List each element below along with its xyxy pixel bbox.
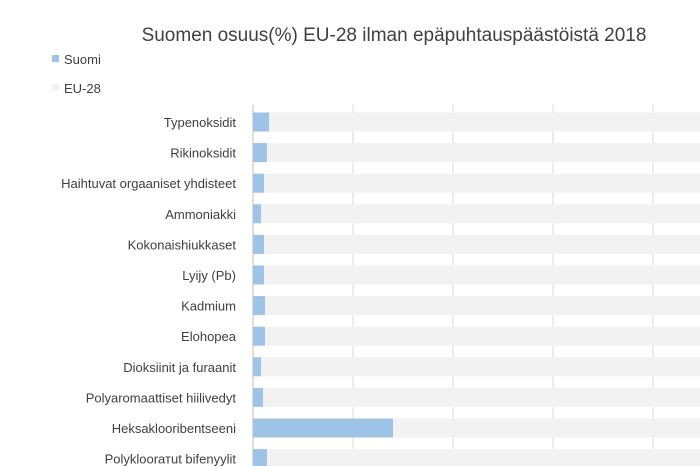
bar-suomi-7: [253, 326, 265, 346]
bar-eu28-9: [253, 387, 700, 407]
bar-suomi-5: [253, 265, 264, 285]
bar-eu28-3: [253, 204, 700, 224]
bar-eu28-1: [253, 143, 700, 163]
bar-suomi-9: [253, 387, 263, 407]
bar-suomi-0: [253, 112, 269, 132]
bar-suomi-3: [253, 204, 261, 224]
bar-eu28-5: [253, 265, 700, 285]
bar-suomi-10: [253, 418, 393, 438]
category-label-11: Polykloorатut bifenyylit: [105, 452, 237, 466]
bars: [253, 112, 700, 466]
category-label-4: Kokonaishiukkaset: [128, 237, 237, 252]
category-label-9: Polyaromaattiset hiilivedyt: [86, 390, 237, 405]
bar-eu28-2: [253, 173, 700, 193]
bar-eu28-11: [253, 449, 700, 466]
bar-eu28-4: [253, 234, 700, 254]
category-label-5: Lyijy (Pb): [182, 268, 236, 283]
legend: Suomi EU-28: [52, 52, 101, 96]
bar-suomi-11: [253, 449, 267, 466]
bar-eu28-0: [253, 112, 700, 132]
legend-swatch-0: [52, 55, 59, 62]
category-label-3: Ammoniakki: [165, 207, 236, 222]
category-label-0: Typenoksidit: [164, 115, 237, 130]
bar-suomi-1: [253, 143, 267, 163]
bar-suomi-2: [253, 173, 264, 193]
legend-label-0: Suomi: [64, 52, 101, 67]
category-label-10: Heksaklooribentseeni: [112, 421, 236, 436]
bar-eu28-8: [253, 357, 700, 377]
bar-eu28-7: [253, 326, 700, 346]
bar-eu28-6: [253, 296, 700, 316]
bar-suomi-4: [253, 234, 264, 254]
category-label-1: Rikinoksidit: [170, 146, 236, 161]
category-label-6: Kadmium: [181, 299, 236, 314]
chart-title: Suomen osuus(%) EU-28 ilman epäpuhtauspä…: [142, 25, 647, 46]
category-label-7: Elohopea: [181, 329, 237, 344]
legend-label-1: EU-28: [64, 81, 101, 96]
legend-swatch-1: [52, 84, 59, 91]
bar-suomi-8: [253, 357, 261, 377]
bar-suomi-6: [253, 296, 265, 316]
category-labels: Typenoksidit Rikinoksidit Haihtuvat orgaan…: [61, 115, 237, 466]
category-label-2: Haihtuvat orgaaniset yhdisteet: [61, 176, 236, 191]
category-label-8: Dioksiinit ja furaanit: [123, 360, 236, 375]
